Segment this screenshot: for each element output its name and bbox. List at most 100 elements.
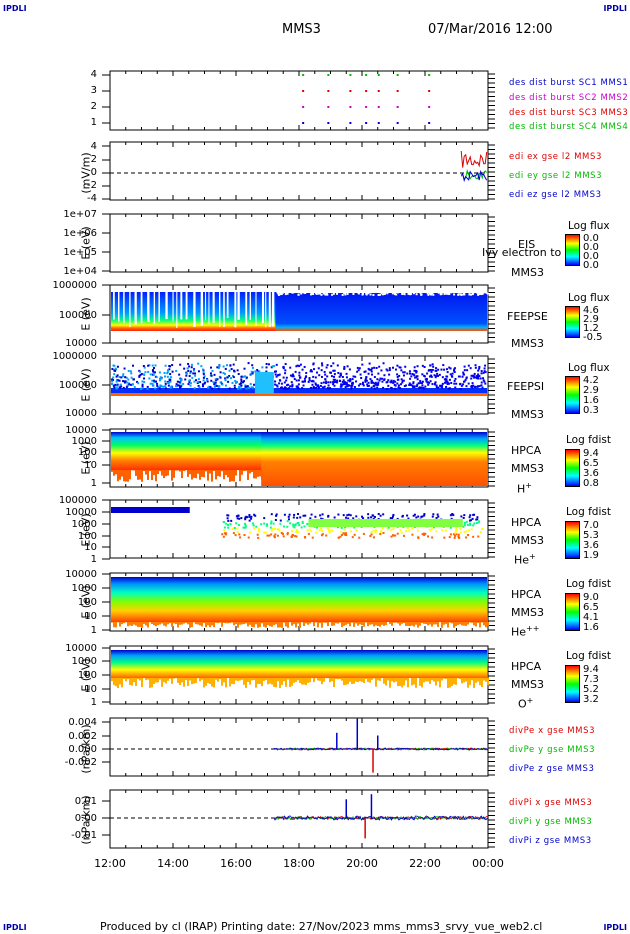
hplus-pixel	[259, 470, 261, 477]
heplus-pixel	[296, 522, 299, 525]
data-gap	[409, 291, 412, 294]
feepsi-pixel	[203, 375, 206, 378]
heplusplus-pixel	[153, 622, 155, 626]
feepsi-pixel	[162, 385, 165, 388]
heplus-pixel	[237, 524, 240, 527]
oplus-pixel	[397, 678, 399, 687]
oplus-pixel	[351, 678, 353, 685]
feepsi-pixel	[190, 366, 193, 369]
heplus-pixel	[475, 518, 478, 521]
feepsi-pixel	[347, 379, 350, 382]
oplus-pixel	[201, 678, 203, 680]
legend-entry: edi ey gse l2 MMS3	[509, 171, 603, 181]
feepsi-pixel	[241, 381, 244, 384]
feepsi-pixel	[323, 385, 326, 388]
data-gap	[281, 291, 284, 294]
heplusplus-pixel	[141, 622, 143, 628]
feepsi-pixel	[202, 379, 205, 382]
feepsi-pixel	[169, 380, 172, 383]
data-gap	[477, 293, 480, 296]
heplusplus-pixel	[115, 622, 117, 628]
feepsi-pixel	[198, 386, 201, 389]
feepsi-pixel	[171, 364, 174, 367]
tick-label: 1000	[71, 436, 97, 447]
instrument-label: HPCA	[511, 516, 542, 529]
feepsi-pixel	[151, 382, 154, 385]
feepsi-pixel	[396, 373, 399, 376]
feepsi-pixel	[428, 369, 431, 372]
data-gap	[398, 291, 401, 294]
heplusplus-pixel	[213, 622, 215, 628]
heplus-pixel	[263, 517, 266, 520]
heplus-pixel	[342, 514, 345, 517]
heplus-pixel	[416, 529, 419, 532]
feepsi-pixel	[250, 370, 253, 373]
feepsi-pixel	[209, 372, 212, 375]
heplus-pixel	[411, 533, 414, 536]
heplusplus-pixel	[275, 622, 277, 625]
heplus-pixel	[328, 531, 331, 534]
feepsi-pixel	[143, 377, 146, 380]
heplus-pixel	[362, 517, 365, 520]
oplus-pixel	[463, 678, 465, 683]
feepsi-pixel	[396, 382, 399, 385]
data-gap	[453, 293, 456, 296]
oplus-pixel	[199, 678, 201, 682]
feepsi-pixel	[130, 376, 133, 379]
oplus-pixel	[261, 678, 263, 687]
heplusplus-pixel	[129, 622, 131, 626]
burst-marker	[365, 122, 368, 124]
heplusplus-pixel	[247, 622, 249, 627]
heplusplus-pixel	[133, 622, 135, 625]
feepsi-pixel	[341, 375, 344, 378]
heplus-pixel	[236, 517, 239, 520]
feepsi-pixel	[388, 367, 391, 370]
feepsi-pixel	[251, 366, 254, 369]
heplus-pixel	[481, 528, 484, 531]
heplusplus-pixel	[205, 622, 207, 628]
feepsi-pixel	[152, 367, 155, 370]
feepsi-pixel	[151, 369, 154, 372]
heplus-pixel	[372, 529, 375, 532]
heplus-pixel	[349, 530, 352, 533]
hplus-pixel	[111, 470, 113, 472]
feepsi-pixel	[196, 382, 199, 385]
feepsi-pixel	[160, 377, 163, 380]
oplus-pixel	[447, 678, 449, 688]
burst-marker	[327, 106, 330, 108]
oplus-pixel	[251, 678, 253, 681]
data-gap	[342, 291, 345, 294]
hplus-pixel	[247, 470, 249, 480]
feepsi-pixel	[140, 372, 143, 375]
feepsi-pixel	[154, 380, 157, 383]
oplus-pixel	[233, 678, 235, 685]
heplusplus-pixel	[181, 622, 183, 625]
feepsi-pixel	[467, 382, 470, 385]
heplusplus-pixel	[403, 622, 405, 623]
feepsi-pixel	[320, 362, 323, 365]
feepsi-pixel	[416, 378, 419, 381]
edi-z-line	[460, 169, 488, 183]
data-gap	[365, 293, 368, 296]
feepsi-pixel	[113, 386, 116, 389]
heplus-pixel	[292, 525, 295, 528]
heplus-pixel	[301, 521, 304, 524]
heplusplus-pixel	[391, 622, 393, 626]
data-gap	[432, 293, 435, 296]
data-gap	[447, 292, 450, 295]
hplus-pixel	[143, 470, 145, 472]
heplusplus-pixel	[349, 622, 351, 627]
feepsi-pixel	[445, 379, 448, 382]
feepsi-pixel	[341, 380, 344, 383]
data-gap	[277, 293, 280, 296]
heplus-pixel	[379, 514, 382, 517]
heplus-pixel	[374, 531, 377, 534]
tick-label: 1000	[71, 583, 97, 594]
feepsi-pixel	[291, 373, 294, 376]
feepsi-pixel	[224, 378, 227, 381]
feepsi-pixel	[403, 385, 406, 388]
heplus-pixel	[321, 529, 324, 532]
feepsi-pixel	[116, 365, 119, 368]
hplus-pixel	[179, 470, 181, 472]
oplus-pixel	[257, 678, 259, 684]
